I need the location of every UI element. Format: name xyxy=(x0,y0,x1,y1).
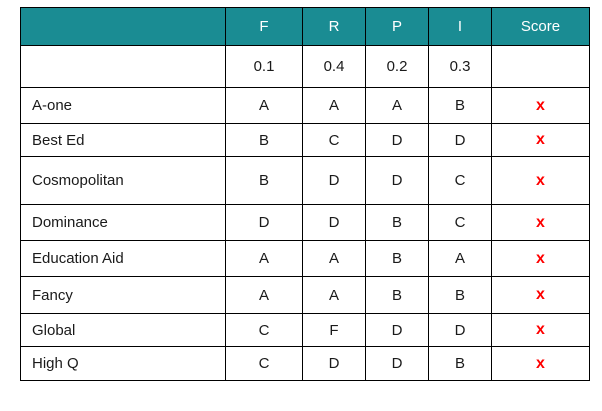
weight-cell-i: 0.3 xyxy=(428,45,492,88)
grade-cell-r: C xyxy=(302,123,366,157)
grade-cell-p: B xyxy=(365,240,429,277)
scoring-table: F R P I Score 0.1 0.4 0.2 0.3 A-one A A … xyxy=(20,7,590,381)
cross-mark-icon: x xyxy=(536,286,545,303)
cross-mark-icon: x xyxy=(536,321,545,338)
score-cell: x xyxy=(491,276,590,314)
grade-cell-i: B xyxy=(428,346,492,381)
row-name-cell: High Q xyxy=(20,346,226,381)
grade-cell-p: D xyxy=(365,156,429,205)
header-row: F R P I Score xyxy=(20,7,590,46)
cross-mark-icon: x xyxy=(536,96,545,114)
cross-mark-icon: x xyxy=(536,131,545,148)
grade-cell-f: A xyxy=(225,276,303,314)
table-row: High Q C D D B x xyxy=(20,346,590,381)
weight-cell-f: 0.1 xyxy=(225,45,303,88)
header-cell-score: Score xyxy=(491,7,590,46)
grade-cell-r: D xyxy=(302,156,366,205)
table-row: Global C F D D x xyxy=(20,313,590,347)
row-name-cell: Cosmopolitan xyxy=(20,156,226,205)
grade-cell-f: A xyxy=(225,240,303,277)
grade-cell-r: D xyxy=(302,204,366,241)
weight-cell-p: 0.2 xyxy=(365,45,429,88)
score-cell: x xyxy=(491,346,590,381)
weights-row: 0.1 0.4 0.2 0.3 xyxy=(20,45,590,88)
row-name-cell: Education Aid xyxy=(20,240,226,277)
table-row: Cosmopolitan B D D C x xyxy=(20,156,590,205)
score-cell: x xyxy=(491,87,590,124)
grade-cell-r: A xyxy=(302,240,366,277)
score-cell: x xyxy=(491,240,590,277)
header-cell-p: P xyxy=(365,7,429,46)
grade-cell-i: C xyxy=(428,156,492,205)
row-name-cell: Best Ed xyxy=(20,123,226,157)
row-name-cell: Fancy xyxy=(20,276,226,314)
table-row: Dominance D D B C x xyxy=(20,204,590,241)
row-name-cell: Global xyxy=(20,313,226,347)
score-cell: x xyxy=(491,313,590,347)
grade-cell-i: D xyxy=(428,123,492,157)
grade-cell-i: C xyxy=(428,204,492,241)
table-row: Fancy A A B B x xyxy=(20,276,590,314)
grade-cell-f: C xyxy=(225,313,303,347)
score-cell: x xyxy=(491,156,590,205)
header-cell-f: F xyxy=(225,7,303,46)
cross-mark-icon: x xyxy=(536,213,545,231)
header-cell-name xyxy=(20,7,226,46)
weights-label-cell xyxy=(20,45,226,88)
grade-cell-p: D xyxy=(365,346,429,381)
grade-cell-i: D xyxy=(428,313,492,347)
cross-mark-icon: x xyxy=(536,249,545,267)
row-name-cell: A-one xyxy=(20,87,226,124)
grade-cell-f: C xyxy=(225,346,303,381)
weight-cell-score xyxy=(491,45,590,88)
grade-cell-p: D xyxy=(365,313,429,347)
grade-cell-p: B xyxy=(365,276,429,314)
grade-cell-r: A xyxy=(302,276,366,314)
header-cell-r: R xyxy=(302,7,366,46)
table-row: Education Aid A A B A x xyxy=(20,240,590,277)
grade-cell-p: D xyxy=(365,123,429,157)
grade-cell-f: A xyxy=(225,87,303,124)
weight-cell-r: 0.4 xyxy=(302,45,366,88)
table-row: Best Ed B C D D x xyxy=(20,123,590,157)
cross-mark-icon: x xyxy=(536,354,545,372)
grade-cell-f: D xyxy=(225,204,303,241)
row-name-cell: Dominance xyxy=(20,204,226,241)
grade-cell-p: B xyxy=(365,204,429,241)
grade-cell-i: B xyxy=(428,276,492,314)
score-cell: x xyxy=(491,123,590,157)
grade-cell-r: F xyxy=(302,313,366,347)
grade-cell-r: D xyxy=(302,346,366,381)
grade-cell-f: B xyxy=(225,123,303,157)
score-cell: x xyxy=(491,204,590,241)
header-cell-i: I xyxy=(428,7,492,46)
grade-cell-p: A xyxy=(365,87,429,124)
grade-cell-f: B xyxy=(225,156,303,205)
table-row: A-one A A A B x xyxy=(20,87,590,124)
grade-cell-r: A xyxy=(302,87,366,124)
grade-cell-i: B xyxy=(428,87,492,124)
grade-cell-i: A xyxy=(428,240,492,277)
cross-mark-icon: x xyxy=(536,171,545,189)
